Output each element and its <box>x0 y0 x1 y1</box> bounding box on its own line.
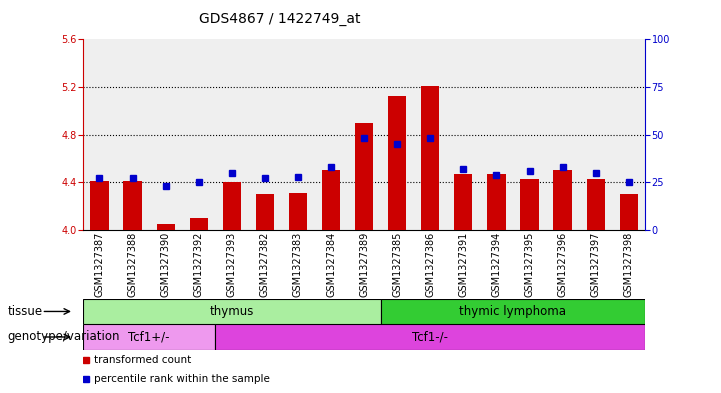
Bar <box>256 194 274 230</box>
Bar <box>83 299 381 324</box>
Text: genotype/variation: genotype/variation <box>7 331 120 343</box>
Bar <box>513 39 546 230</box>
Bar <box>216 39 248 230</box>
Bar <box>322 170 340 230</box>
Bar <box>546 39 579 230</box>
Bar <box>83 39 116 230</box>
Bar <box>587 179 605 230</box>
Bar <box>554 170 572 230</box>
Bar <box>123 181 141 230</box>
Bar <box>414 39 447 230</box>
Bar <box>223 182 241 230</box>
Bar <box>116 39 149 230</box>
Bar <box>190 218 208 230</box>
Bar <box>454 174 472 230</box>
Bar <box>156 224 174 230</box>
Bar <box>149 39 182 230</box>
Bar <box>216 324 645 350</box>
Bar <box>182 39 216 230</box>
Text: GDS4867 / 1422749_at: GDS4867 / 1422749_at <box>199 12 360 26</box>
Text: thymus: thymus <box>210 305 254 318</box>
Bar <box>83 324 216 350</box>
Bar <box>348 39 381 230</box>
Text: transformed count: transformed count <box>94 354 191 365</box>
Bar <box>487 174 505 230</box>
Bar <box>521 179 539 230</box>
Text: Tcf1-/-: Tcf1-/- <box>412 331 448 343</box>
Bar <box>447 39 480 230</box>
Bar <box>90 181 109 230</box>
Bar <box>579 39 612 230</box>
Bar <box>381 39 414 230</box>
Bar <box>289 193 307 230</box>
Bar <box>314 39 348 230</box>
Bar <box>612 39 645 230</box>
Bar <box>381 299 645 324</box>
Text: Tcf1+/-: Tcf1+/- <box>128 331 170 343</box>
Text: tissue: tissue <box>7 305 43 318</box>
Bar <box>388 96 407 230</box>
Text: percentile rank within the sample: percentile rank within the sample <box>94 374 270 384</box>
Text: thymic lymphoma: thymic lymphoma <box>459 305 567 318</box>
Bar <box>619 194 638 230</box>
Bar <box>248 39 281 230</box>
Bar <box>421 86 439 230</box>
Bar <box>480 39 513 230</box>
Bar <box>355 123 373 230</box>
Bar <box>281 39 314 230</box>
